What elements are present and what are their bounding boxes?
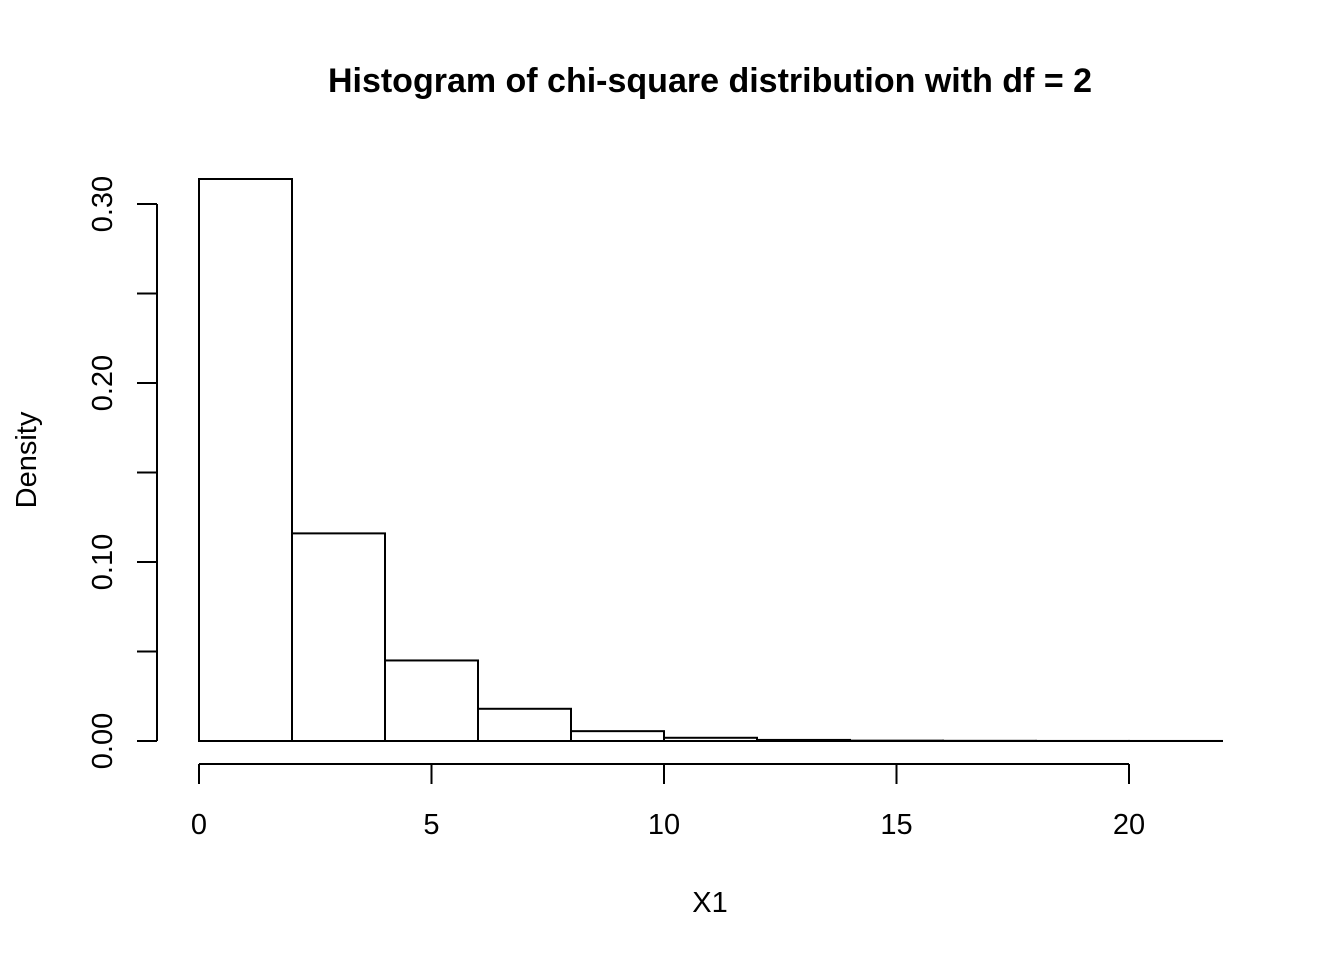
histogram-bar [198, 178, 293, 742]
x-tick-label: 10 [648, 809, 680, 841]
y-axis-label: Density [11, 411, 43, 508]
x-tick-label: 15 [880, 809, 912, 841]
chart-title: Histogram of chi-square distribution wit… [328, 62, 1092, 100]
y-tick-label: 0.00 [87, 713, 119, 769]
histogram-bar [291, 532, 386, 742]
histogram-bar [384, 659, 479, 743]
x-tick-label: 5 [423, 809, 439, 841]
histogram-bar [477, 707, 572, 743]
bars-group [198, 178, 1223, 743]
y-axis: 0.00 0.10 0.20 0.30 [87, 176, 158, 769]
y-tick-label: 0.30 [87, 176, 119, 232]
y-tick-label: 0.10 [87, 534, 119, 590]
y-tick-label: 0.20 [87, 355, 119, 411]
x-tick-label: 0 [191, 809, 207, 841]
x-axis-label: X1 [692, 887, 727, 919]
x-axis: 0 5 10 15 20 [191, 763, 1145, 841]
histogram-bar [570, 730, 665, 743]
x-tick-label: 20 [1113, 809, 1145, 841]
